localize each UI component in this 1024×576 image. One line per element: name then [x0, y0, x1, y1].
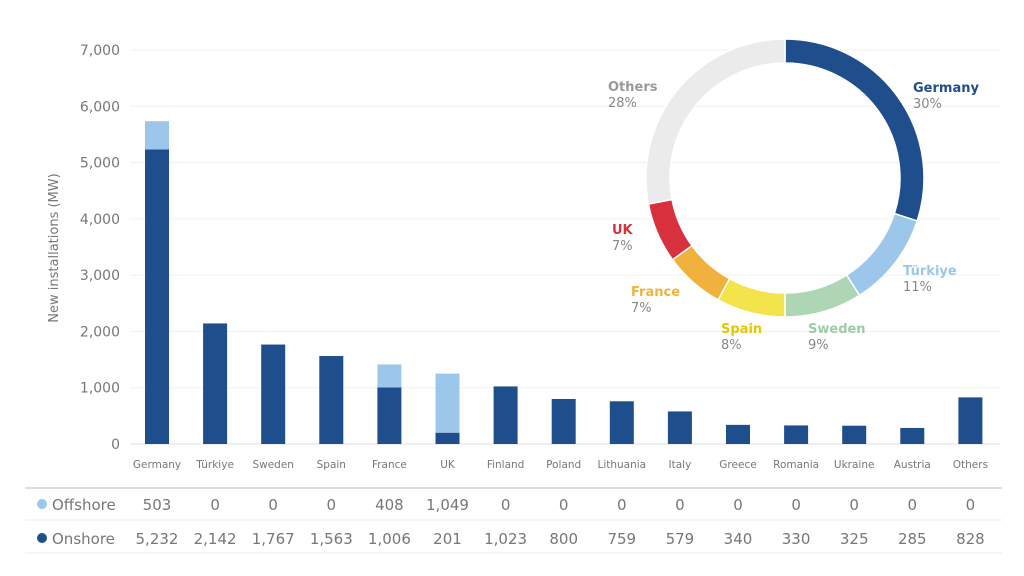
x-tick-label: Others: [953, 459, 988, 471]
table-cell-onshore: 285: [898, 530, 927, 548]
bar-onshore-5: [435, 432, 460, 444]
x-tick-label: Germany: [133, 459, 181, 471]
donut-percent: 28%: [608, 96, 637, 111]
table-cell-onshore: 1,006: [368, 530, 411, 548]
donut-percent: 8%: [721, 338, 742, 353]
y-tick-label: 7,000: [80, 43, 120, 59]
x-tick-label: Greece: [719, 459, 756, 471]
bar-onshore-4: [377, 387, 402, 444]
x-tick-label: Austria: [894, 459, 931, 471]
table-cell-onshore: 1,023: [484, 530, 527, 548]
bar-onshore-9: [667, 411, 692, 444]
table-cell-onshore: 1,563: [310, 530, 353, 548]
donut-label: France: [631, 285, 680, 300]
donut-label: UK: [612, 223, 634, 238]
table-cell-offshore: 503: [143, 496, 172, 514]
donut-slice-3: [717, 277, 786, 318]
donut-slice-5: [647, 198, 694, 261]
donut-percent: 9%: [808, 338, 829, 353]
bar-onshore-0: [145, 149, 169, 445]
x-tick-label: France: [372, 459, 407, 471]
y-tick-label: 2,000: [80, 324, 120, 340]
y-tick-label: 5,000: [80, 156, 120, 172]
table-cell-onshore: 325: [840, 530, 869, 548]
table-cell-onshore: 340: [724, 530, 753, 548]
table-cell-offshore: 0: [966, 496, 976, 514]
table-cell-onshore: 5,232: [136, 530, 179, 548]
donut-label: Sweden: [808, 322, 866, 337]
donut-slice-0: [784, 38, 925, 222]
x-tick-label: Finland: [487, 459, 525, 471]
legend-marker-offshore: [37, 499, 47, 509]
table-cell-offshore: 0: [908, 496, 918, 514]
bar-onshore-11: [784, 425, 809, 444]
bar-onshore-10: [726, 424, 750, 444]
bar-onshore-7: [551, 398, 576, 444]
y-tick-label: 1,000: [80, 381, 120, 397]
bar-onshore-6: [493, 386, 518, 444]
donut-label: Spain: [721, 322, 762, 337]
x-tick-label: Italy: [669, 459, 692, 471]
table-cell-onshore: 201: [433, 530, 462, 548]
legend-marker-onshore: [37, 533, 47, 543]
table-cell-onshore: 828: [956, 530, 985, 548]
table-cell-onshore: 330: [782, 530, 811, 548]
donut-percent: 7%: [612, 239, 633, 254]
x-tick-label: Türkiye: [195, 459, 234, 471]
table-cell-offshore: 0: [733, 496, 743, 514]
y-tick-label: 6,000: [80, 99, 120, 115]
table-cell-offshore: 408: [375, 496, 404, 514]
table-cell-offshore: 0: [559, 496, 569, 514]
y-tick-label: 4,000: [80, 212, 120, 228]
bar-offshore-5: [435, 373, 460, 433]
x-tick-label: Romania: [773, 459, 819, 471]
table-cell-onshore: 1,767: [252, 530, 295, 548]
table-cell-offshore: 0: [268, 496, 278, 514]
donut-label: Others: [608, 80, 658, 95]
x-tick-label: Ukraine: [834, 459, 875, 471]
table-cell-offshore: 0: [617, 496, 627, 514]
x-tick-label: Spain: [317, 459, 346, 471]
donut-slice-6: [645, 38, 786, 205]
x-tick-label: UK: [440, 459, 456, 471]
bar-onshore-3: [319, 356, 344, 444]
y-axis-label: New installations (MW): [47, 173, 62, 322]
table-cell-offshore: 0: [501, 496, 511, 514]
table-cell-onshore: 800: [549, 530, 578, 548]
table-cell-onshore: 759: [607, 530, 636, 548]
table-cell-offshore: 0: [327, 496, 337, 514]
x-tick-label: Poland: [546, 459, 581, 471]
table-cell-offshore: 0: [675, 496, 685, 514]
table-cell-onshore: 579: [666, 530, 695, 548]
table-cell-offshore: 0: [210, 496, 220, 514]
table-cell-offshore: 0: [849, 496, 859, 514]
bar-offshore-0: [145, 121, 169, 150]
table-cell-offshore: 0: [791, 496, 801, 514]
donut-label: Türkiye: [903, 264, 957, 279]
bar-onshore-1: [203, 323, 228, 444]
table-cell-offshore: 1,049: [426, 496, 469, 514]
y-tick-label: 0: [111, 437, 120, 453]
donut-label: Germany: [913, 81, 979, 96]
bar-onshore-8: [609, 401, 634, 444]
x-tick-label: Lithuania: [597, 459, 646, 471]
legend-label-offshore: Offshore: [52, 496, 116, 514]
donut-slice-2: [784, 274, 861, 318]
bar-onshore-14: [958, 397, 983, 444]
table-cell-onshore: 2,142: [194, 530, 237, 548]
donut-percent: 11%: [903, 280, 932, 295]
x-tick-label: Sweden: [252, 459, 294, 471]
bar-onshore-13: [900, 427, 925, 444]
bar-offshore-4: [377, 364, 402, 388]
bar-onshore-2: [261, 344, 286, 444]
donut-percent: 30%: [913, 97, 942, 112]
y-tick-label: 3,000: [80, 268, 120, 284]
bar-onshore-12: [842, 425, 867, 444]
donut-percent: 7%: [631, 301, 652, 316]
legend-label-onshore: Onshore: [52, 530, 115, 548]
